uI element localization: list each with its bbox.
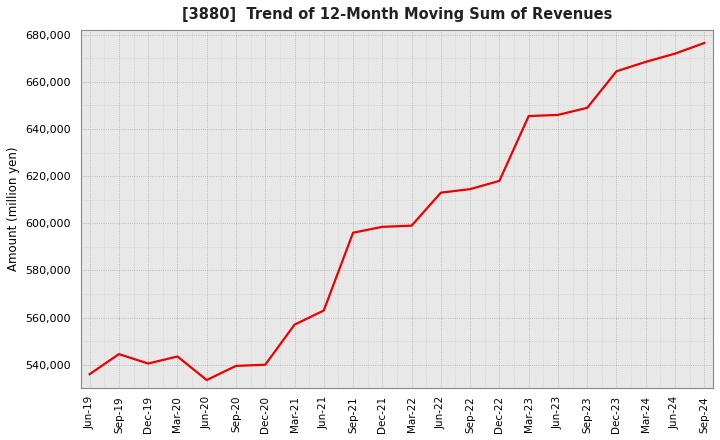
Y-axis label: Amount (million yen): Amount (million yen): [7, 147, 20, 271]
Title: [3880]  Trend of 12-Month Moving Sum of Revenues: [3880] Trend of 12-Month Moving Sum of R…: [181, 7, 612, 22]
